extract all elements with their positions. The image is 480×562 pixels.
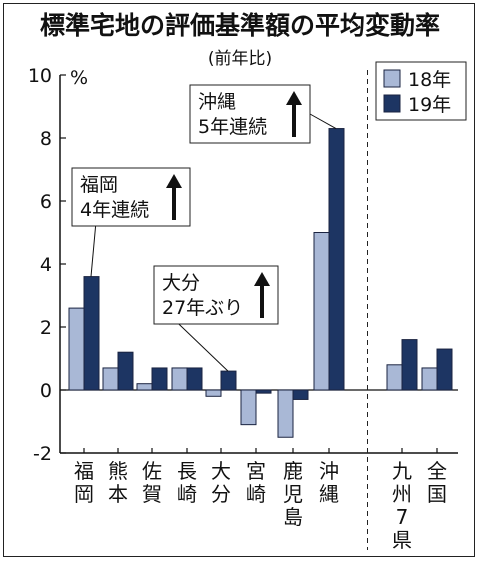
bar-19-佐賀: [151, 367, 168, 391]
bar-18-長崎: [171, 367, 188, 391]
annotation-box: [71, 167, 191, 227]
bar-19-全国: [436, 348, 453, 391]
bar-18-宮崎: [240, 389, 257, 426]
bar-18-佐賀: [136, 383, 153, 391]
bar-18-福岡: [68, 307, 85, 391]
annotation-text: 沖縄: [198, 91, 236, 113]
annotation-leader: [309, 113, 337, 129]
y-tick-label: 8: [40, 128, 52, 150]
bar-19-熊本: [117, 351, 134, 391]
bar-18-鹿児島: [277, 389, 294, 438]
legend-swatch: [383, 69, 401, 88]
category-label-char: 分: [211, 482, 231, 506]
chart-title: 標準宅地の評価基準額の平均変動率: [40, 11, 440, 40]
category-label-char: 佐: [142, 459, 162, 483]
annotation-box: [153, 265, 279, 325]
annotation-text: 5年連続: [198, 116, 267, 138]
legend-label: 19年: [408, 94, 451, 116]
annotation-text: 4年連続: [80, 199, 149, 221]
bar-19-沖縄: [328, 128, 345, 391]
bar-18-沖縄: [313, 232, 330, 391]
annotation-leader: [178, 323, 229, 372]
category-label-char: 国: [427, 482, 447, 506]
chart-subtitle: (前年比): [208, 49, 272, 69]
category-label-char: 宮: [246, 459, 266, 483]
y-ticks-group: -2 0 2 4 6 8 10: [28, 65, 66, 465]
bar-18-熊本: [102, 367, 119, 391]
bar-19-長崎: [186, 367, 203, 391]
category-label-char: 7: [396, 505, 409, 529]
bar-19-九州7県: [401, 339, 418, 391]
category-label-char: 岡: [74, 482, 94, 506]
category-label-char: 県: [392, 528, 412, 552]
up-arrow-icon: [286, 91, 302, 105]
up-arrow-icon: [254, 272, 270, 286]
annotation-text: 福岡: [80, 174, 118, 196]
category-label-char: 長: [177, 459, 197, 483]
category-label-char: 賀: [142, 482, 162, 506]
category-label-char: 島: [283, 505, 303, 529]
bars-group: [68, 128, 453, 438]
y-axis-unit: %: [70, 67, 88, 89]
y-tick-label: 0: [40, 380, 52, 402]
annotation-text: 27年ぶり: [162, 297, 243, 319]
annotation-leader: [90, 225, 97, 277]
annotation-box: [189, 84, 311, 144]
category-label-char: 本: [108, 482, 128, 506]
chart-frame: [3, 3, 475, 557]
up-arrow-icon: [166, 174, 182, 188]
bar-19-大分: [220, 370, 237, 391]
legend-swatch: [383, 94, 401, 113]
category-label-char: 鹿: [283, 459, 303, 483]
category-label-char: 熊: [108, 459, 128, 483]
category-label-char: 沖: [319, 459, 339, 483]
annotation-text: 大分: [162, 272, 200, 294]
y-tick-label: 10: [28, 65, 52, 87]
bar-18-全国: [421, 367, 438, 391]
bar-18-九州7県: [386, 364, 403, 391]
y-tick-label: -2: [33, 443, 52, 465]
category-label-char: 崎: [246, 482, 266, 506]
category-label-char: 児: [283, 482, 303, 506]
bar-19-福岡: [83, 276, 100, 391]
bar-19-鹿児島: [292, 389, 309, 400]
category-label-char: 全: [427, 459, 447, 483]
category-label-char: 大: [211, 459, 231, 483]
category-label-char: 縄: [319, 482, 339, 506]
category-label-char: 福: [74, 459, 94, 483]
bar-19-宮崎: [255, 389, 272, 394]
y-tick-label: 2: [40, 317, 52, 339]
bar-18-大分: [205, 389, 222, 397]
y-tick-label: 4: [40, 254, 52, 276]
y-tick-label: 6: [40, 191, 52, 213]
category-label-char: 崎: [177, 482, 197, 506]
category-label-char: 九: [392, 459, 412, 483]
category-label-char: 州: [392, 482, 412, 506]
legend-label: 18年: [408, 69, 451, 91]
